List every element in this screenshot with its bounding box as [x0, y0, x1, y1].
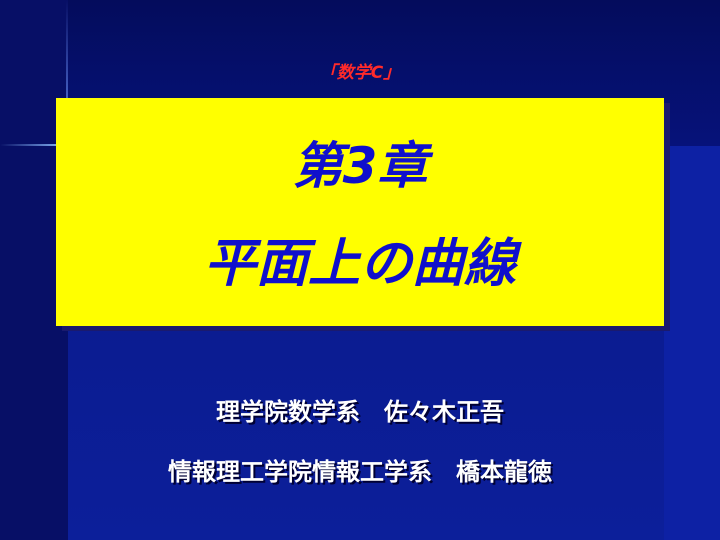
title-box: 第3章 平面上の曲線: [56, 98, 664, 326]
author-line-1: 理学院数学系 佐々木正吾: [216, 398, 504, 426]
background-right-block: [664, 146, 720, 540]
course-subject: 「数学C」: [319, 63, 401, 83]
decorative-glow-line-vertical: [66, 0, 68, 100]
decorative-glow-line-horizontal: [0, 144, 60, 146]
chapter-title: 平面上の曲線: [203, 234, 516, 294]
chapter-number: 第3章: [292, 137, 428, 195]
author-line-2: 情報理工学院情報工学系 橋本龍徳: [168, 458, 552, 486]
